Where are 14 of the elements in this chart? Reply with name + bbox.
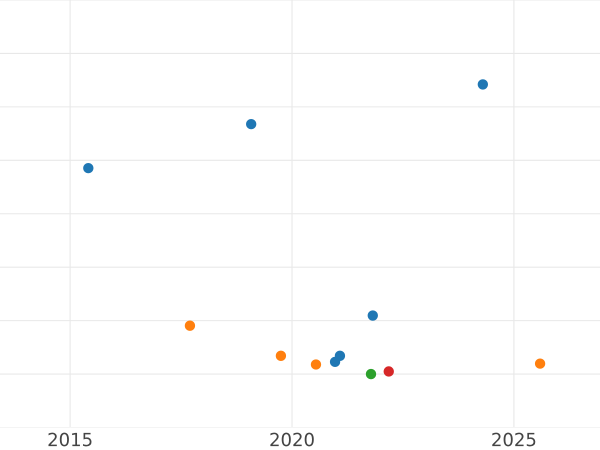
point <box>534 358 546 369</box>
point <box>368 310 378 321</box>
point <box>366 368 376 380</box>
point <box>83 162 94 174</box>
point <box>310 359 322 370</box>
point <box>276 350 286 361</box>
x-tick-label: 2025 <box>492 432 536 446</box>
x-tick-label: 2020 <box>270 432 314 446</box>
point <box>246 118 256 130</box>
x-tick-label: 2015 <box>48 432 92 446</box>
point <box>184 320 196 331</box>
point <box>384 366 394 377</box>
point <box>330 356 340 368</box>
point <box>478 79 488 90</box>
